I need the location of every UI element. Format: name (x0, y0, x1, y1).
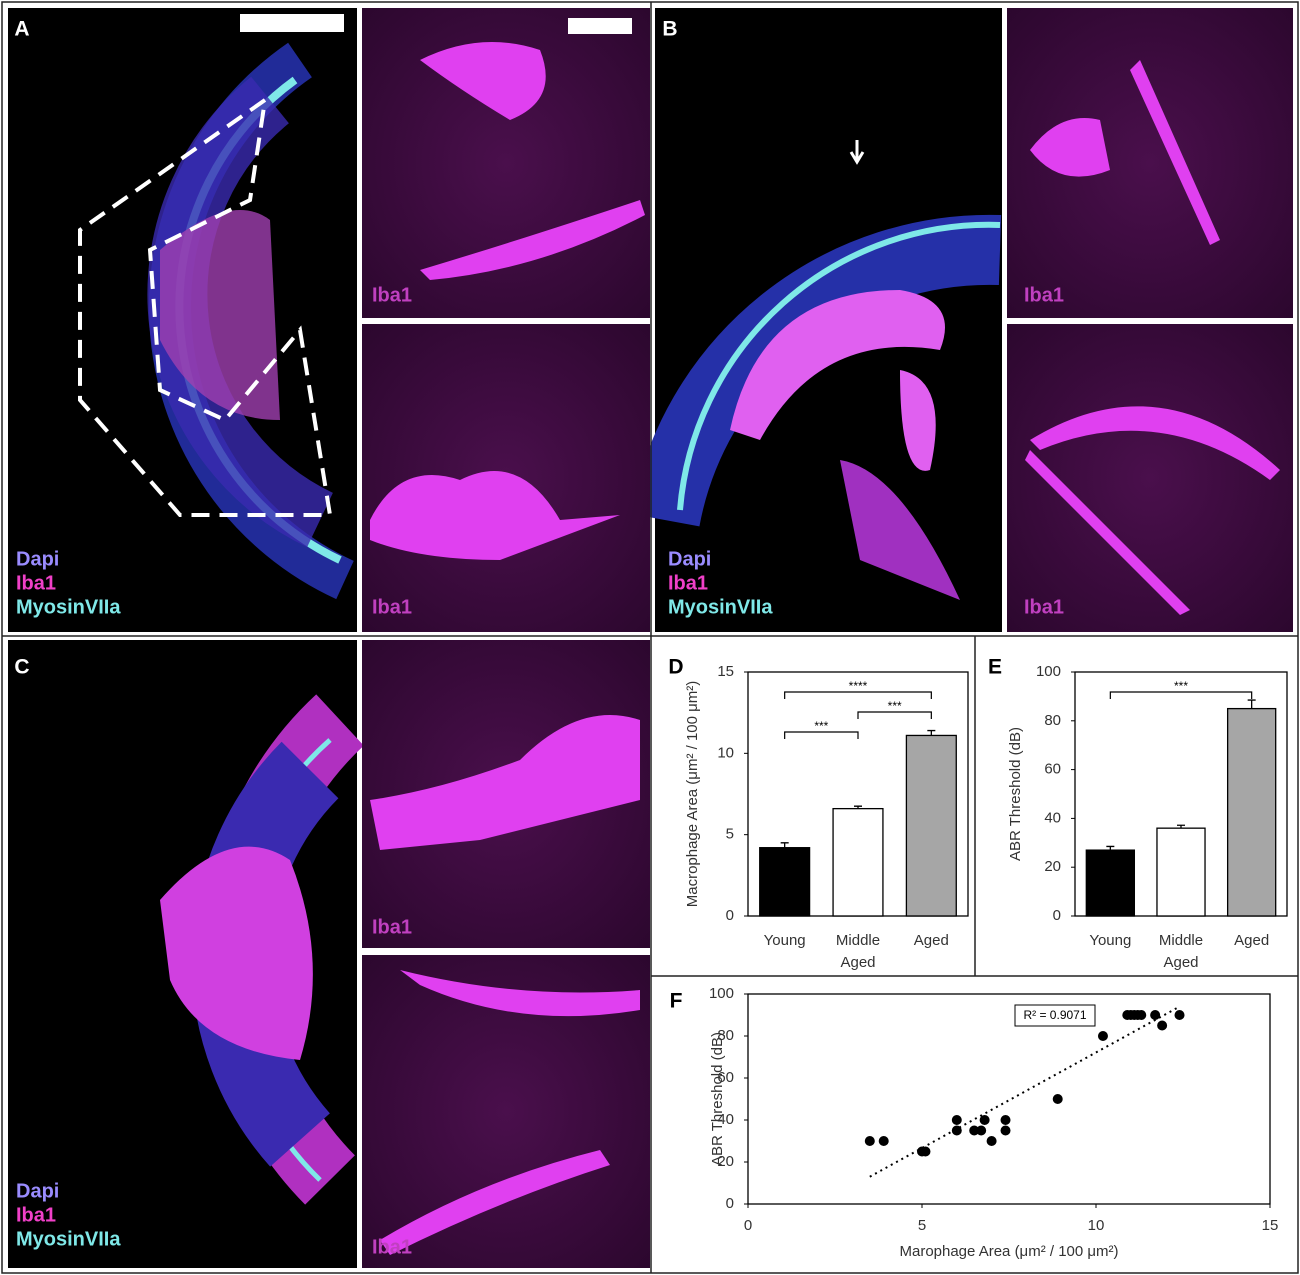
y-tick-label: 40 (1044, 809, 1061, 826)
inset-label: Iba1 (1024, 596, 1064, 618)
point (1052, 1094, 1063, 1104)
point (864, 1136, 875, 1146)
inset-label: Iba1 (372, 1236, 412, 1258)
inset-label: Iba1 (372, 284, 412, 306)
point (986, 1136, 997, 1146)
y-axis-title: Macrophage Area (μm² / 100 μm²) (684, 681, 701, 908)
error-bar (1106, 845, 1115, 851)
y-tick-label: 5 (726, 826, 734, 843)
point (951, 1125, 962, 1136)
point (1097, 1031, 1108, 1041)
bar (1226, 707, 1277, 917)
y-tick-label: 20 (1044, 858, 1061, 875)
plot-frame (747, 993, 1271, 1205)
inset-label: Iba1 (372, 596, 412, 618)
stain-label: Dapi (16, 1180, 59, 1202)
y-tick-label: 0 (726, 907, 734, 924)
y-tick-label: 100 (1036, 663, 1061, 680)
error-bar (1177, 824, 1185, 829)
y-tick-label: 10 (717, 744, 734, 761)
panel-letter: B (662, 18, 677, 41)
point (969, 1125, 980, 1136)
point (1136, 1010, 1147, 1020)
point (1000, 1115, 1011, 1125)
significance-bracket (784, 691, 932, 699)
stain-label: MyosinVIIa (16, 596, 121, 618)
x-axis-title: Marophage Area (μm² / 100 μm²) (899, 1243, 1118, 1260)
point (920, 1146, 931, 1157)
y-tick-label: 60 (717, 1069, 734, 1086)
inset-label: Iba1 (1024, 284, 1064, 306)
x-tick-label: 10 (1088, 1217, 1105, 1234)
stain-label: MyosinVIIa (16, 1228, 121, 1250)
insets (362, 8, 1293, 1268)
stain-label: Dapi (668, 548, 711, 570)
image-c (8, 640, 365, 1268)
bar (905, 734, 957, 917)
inset-label: Iba1 (372, 916, 412, 938)
panel-letter: D (668, 656, 683, 679)
stain-label: Dapi (16, 548, 59, 570)
annotation-box (1014, 1004, 1096, 1027)
point (951, 1115, 962, 1125)
bar (1085, 849, 1136, 917)
stain-label: Iba1 (668, 572, 708, 594)
bar (759, 847, 811, 917)
significance-label: *** (888, 699, 902, 713)
significance-bracket (857, 711, 932, 719)
panel-letter: F (670, 990, 683, 1013)
point (1000, 1125, 1011, 1136)
x-tick-label: Aged (1234, 932, 1269, 949)
stain-label: Iba1 (16, 572, 56, 594)
annotation: R² = 0.9071 (1023, 1008, 1086, 1022)
point (1150, 1010, 1161, 1020)
y-tick-label: 100 (709, 985, 734, 1002)
y-axis-title: ABR Threshold (dB) (1007, 727, 1024, 861)
x-tick-label: Middle Aged (1159, 932, 1203, 971)
error-bar (780, 842, 789, 848)
error-bar (854, 805, 862, 809)
stain-label: MyosinVIIa (668, 596, 773, 618)
point (1157, 1020, 1168, 1031)
point (979, 1115, 990, 1125)
x-tick-label: 0 (744, 1217, 752, 1234)
point (1174, 1010, 1185, 1020)
panel-letter: A (14, 18, 29, 41)
y-tick-label: 60 (1044, 761, 1061, 778)
significance-label: **** (849, 679, 868, 693)
error-bar (927, 729, 936, 736)
x-tick-label: Young (1089, 932, 1131, 949)
y-tick-label: 80 (1044, 712, 1061, 729)
y-tick-label: 0 (726, 1195, 734, 1212)
point (976, 1125, 987, 1136)
significance-label: *** (814, 719, 828, 733)
significance-bracket (1109, 691, 1253, 699)
x-tick-label: Young (764, 932, 806, 949)
x-tick-label: 5 (918, 1217, 926, 1234)
y-axis-title: ABR Threshold (dB) (709, 1032, 726, 1166)
significance-label: *** (1174, 679, 1188, 693)
x-tick-label: Middle Aged (836, 932, 880, 971)
stain-label: Iba1 (16, 1204, 56, 1226)
bar (832, 807, 884, 917)
error-bar (1247, 699, 1256, 709)
x-tick-label: Aged (914, 932, 949, 949)
y-tick-label: 40 (717, 1111, 734, 1128)
trendline (869, 1005, 1181, 1178)
image-b (630, 8, 1002, 632)
bar (1156, 827, 1206, 917)
y-tick-label: 80 (717, 1027, 734, 1044)
panel-letter: E (988, 656, 1002, 679)
y-tick-label: 0 (1053, 907, 1061, 924)
significance-bracket (784, 731, 859, 739)
point (878, 1136, 889, 1146)
panel-letter: C (14, 656, 29, 679)
y-tick-label: 15 (717, 663, 734, 680)
image-a (8, 8, 357, 632)
y-tick-label: 20 (717, 1153, 734, 1170)
x-tick-label: 15 (1262, 1217, 1279, 1234)
